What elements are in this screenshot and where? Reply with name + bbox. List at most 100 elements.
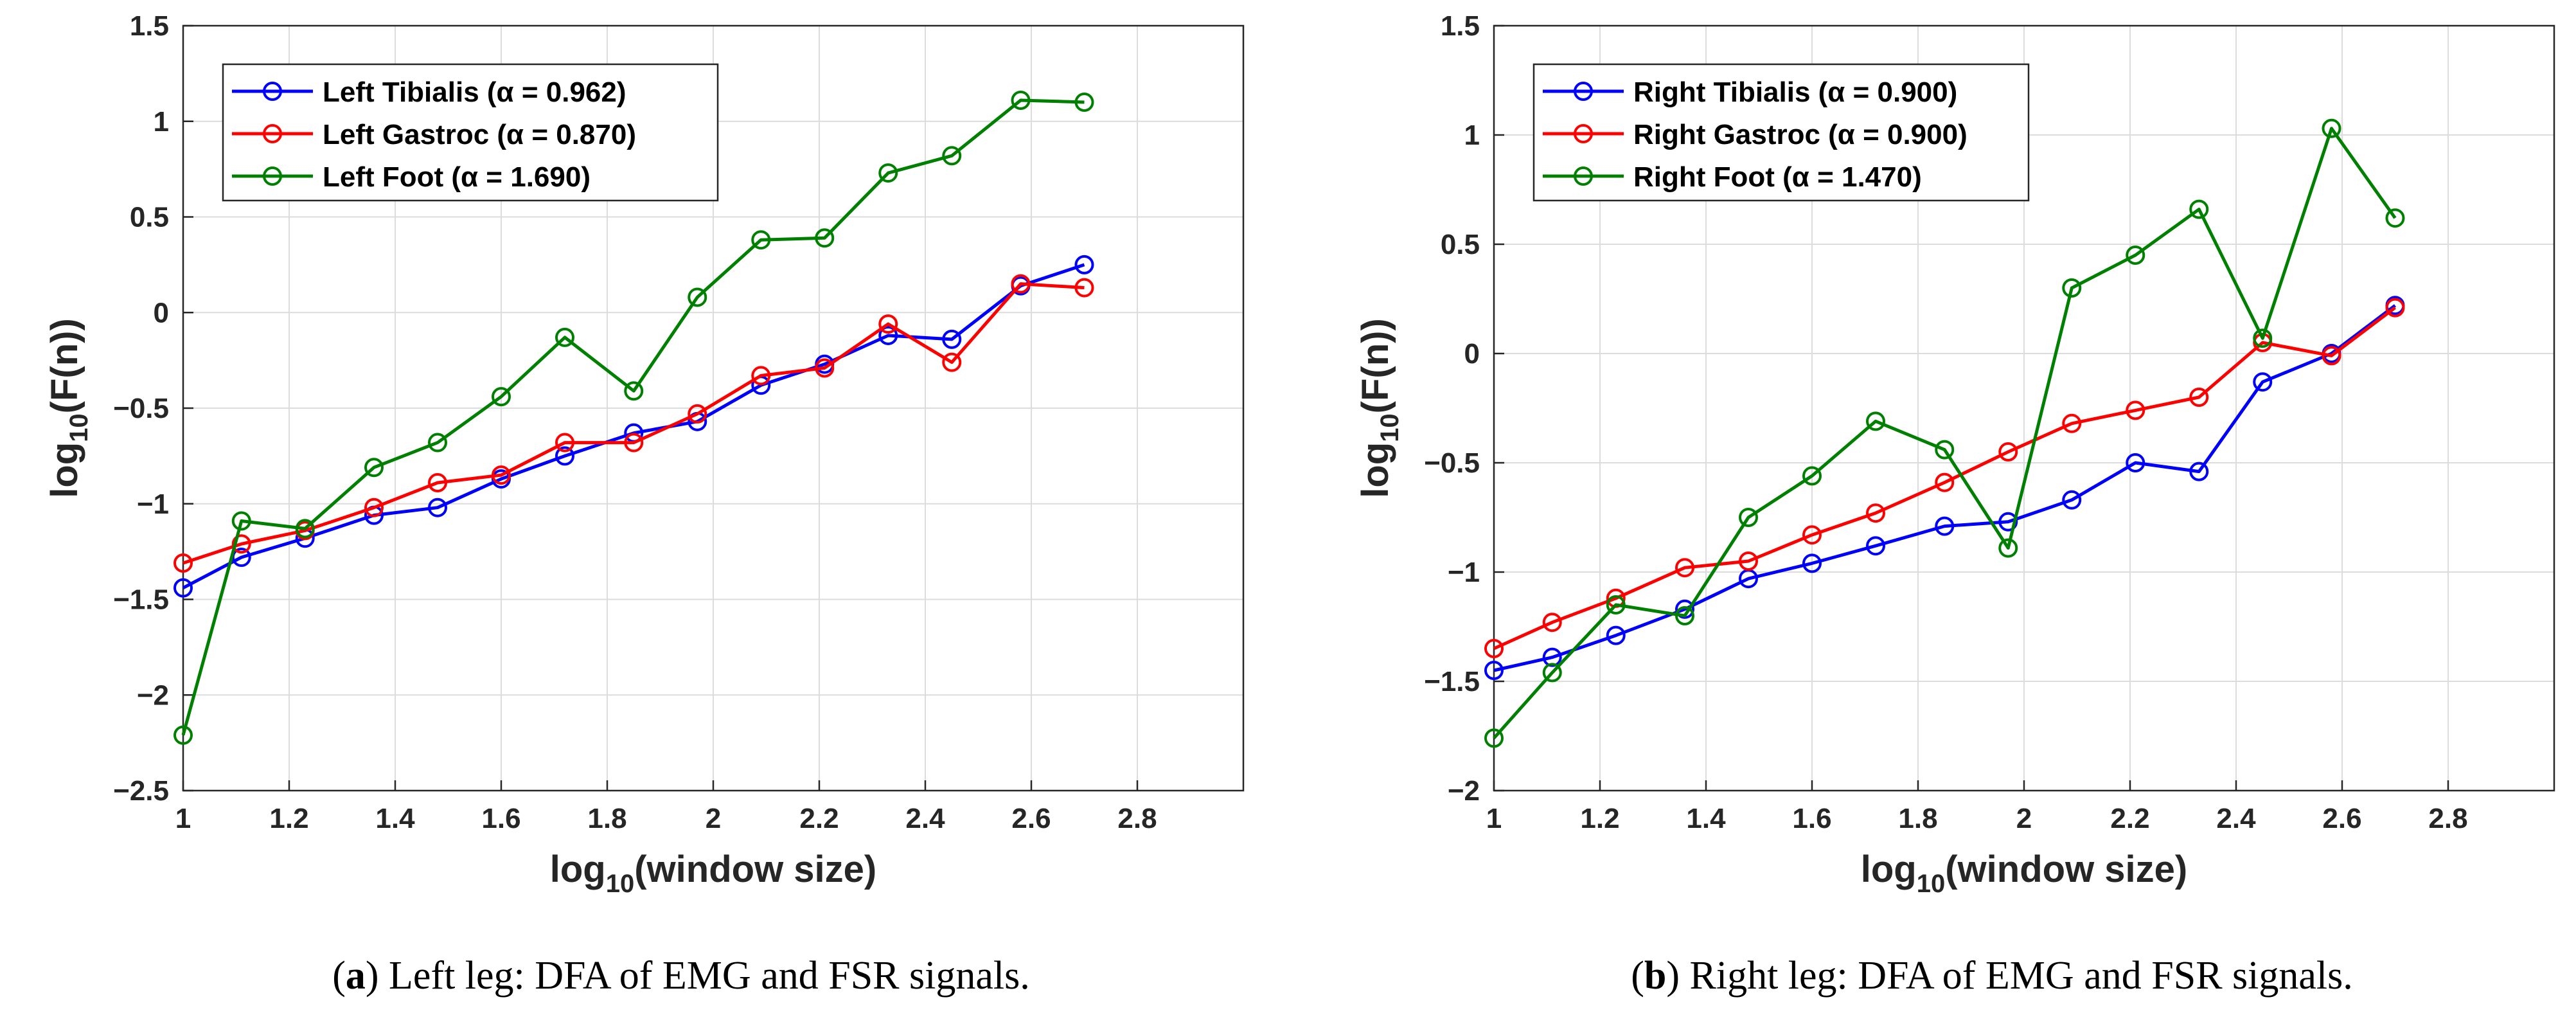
data-point: [1074, 93, 1094, 112]
data-point: [173, 553, 193, 573]
data-point: [428, 433, 447, 453]
data-point: [1739, 508, 1758, 527]
x-tick-label: 1.8: [587, 803, 626, 834]
x-tick-label: 2: [2016, 803, 2032, 834]
data-point: [555, 327, 574, 347]
y-tick-label: −1: [137, 489, 169, 520]
data-point: [2189, 388, 2209, 407]
legend-label: Left Gastroc (α = 0.870): [323, 119, 636, 150]
series-3: [1484, 118, 2405, 748]
y-tick-label: 0: [154, 297, 169, 328]
y-tick-label: 0.5: [130, 202, 169, 233]
data-point: [2322, 118, 2341, 138]
data-point: [555, 433, 574, 453]
data-point: [231, 511, 251, 531]
data-point: [555, 446, 574, 466]
y-tick-label: 0.5: [1441, 229, 1480, 260]
x-tick-label: 1.2: [269, 803, 308, 834]
series-2: [173, 274, 1094, 573]
chart-panel-right: 1 1.2 1.4 1.6 1.8 2 2.2 2.4 2.6 2.8 −2 −1.5 −1 −0.5 0 0…: [1355, 10, 2555, 998]
x-tick-label: 2.6: [1011, 803, 1051, 834]
data-point: [173, 578, 193, 598]
y-tick-label: −1.5: [113, 584, 169, 616]
y-axis-label-group: log10(F(n)): [1355, 318, 1404, 498]
data-point: [1542, 613, 1562, 632]
data-point: [2189, 462, 2209, 481]
data-point: [815, 228, 835, 248]
data-point: [1484, 661, 1504, 680]
legend-label: Right Tibialis (α = 0.900): [1633, 76, 1957, 108]
data-point: [1802, 466, 1822, 486]
series-line: [1493, 304, 2397, 672]
data-point: [942, 146, 962, 166]
data-point: [1866, 536, 1885, 556]
data-point: [1606, 595, 1626, 614]
data-point: [1484, 728, 1504, 748]
data-point: [1739, 551, 1758, 571]
x-tick-label: 2.6: [2322, 803, 2361, 834]
x-tick-label: 1.4: [1686, 803, 1726, 834]
data-point: [428, 498, 447, 517]
data-point: [1998, 442, 2018, 462]
data-point: [1998, 538, 2018, 558]
legend: Right Tibialis (α = 0.900) Right Gastroc …: [1532, 63, 2030, 202]
data-point: [2062, 278, 2082, 298]
x-tick-label: 2.8: [1117, 803, 1157, 834]
data-point: [2322, 346, 2341, 366]
x-tick-label: 2.4: [905, 803, 945, 834]
y-tick-label: 1.5: [1441, 10, 1480, 42]
legend-swatch-marker: [1574, 166, 1593, 186]
data-point: [688, 287, 707, 307]
data-point: [1935, 516, 1955, 536]
data-point: [2253, 328, 2273, 348]
x-tick-label: 1.6: [1792, 803, 1831, 834]
data-point: [1606, 625, 1626, 645]
x-tick-label: 2.2: [2110, 803, 2149, 834]
data-point: [2253, 372, 2273, 392]
x-axis-label: log10(window size): [550, 848, 876, 898]
y-tick-label: −0.5: [113, 393, 169, 424]
data-point: [231, 534, 251, 554]
x-tick-label: 1: [175, 803, 191, 834]
y-tick-label: 1: [1464, 120, 1480, 151]
series-line: [1493, 306, 2397, 650]
legend-swatch-marker: [1574, 82, 1593, 101]
data-point: [878, 314, 898, 334]
data-point: [751, 366, 771, 386]
data-point: [1011, 274, 1031, 294]
y-tick-label: −1: [1448, 557, 1480, 588]
series-3: [173, 91, 1094, 745]
x-tick-label: 1.2: [1580, 803, 1619, 834]
data-point: [942, 352, 962, 372]
x-tick-label: 1.4: [375, 803, 415, 834]
data-point: [2385, 298, 2405, 318]
data-point: [815, 358, 835, 378]
series-1: [1484, 296, 2405, 680]
data-point: [1074, 255, 1094, 274]
data-point: [1074, 278, 1094, 298]
figure-caption: (a) Left leg: DFA of EMG and FSR signals…: [332, 954, 1030, 998]
data-point: [1011, 91, 1031, 111]
legend-label: Right Foot (α = 1.470): [1633, 161, 1922, 193]
data-point: [1802, 553, 1822, 573]
x-tick-label: 2.8: [2428, 803, 2467, 834]
data-point: [2126, 400, 2145, 420]
y-tick-label: −2: [137, 679, 169, 711]
x-tick-label: 2.2: [799, 803, 839, 834]
data-point: [2126, 453, 2145, 472]
data-point: [624, 381, 644, 401]
legend: Left Tibialis (α = 0.962) Left Gastroc (α…: [222, 63, 719, 202]
data-point: [1484, 639, 1504, 658]
legend-swatch-marker: [1574, 124, 1593, 143]
x-tick-label: 2.4: [2216, 803, 2256, 834]
series-line: [181, 98, 1085, 736]
x-tick-label: 1: [1486, 803, 1502, 834]
data-point: [1542, 647, 1562, 667]
y-axis-label: log10(F(n)): [44, 318, 93, 498]
y-tick-label: 1.5: [130, 10, 169, 42]
data-point: [2189, 199, 2209, 219]
y-tick-label: −2.5: [113, 775, 169, 807]
data-point: [1935, 472, 1955, 492]
data-point: [364, 498, 384, 517]
figure-caption: (b) Right leg: DFA of EMG and FSR signal…: [1631, 954, 2353, 998]
